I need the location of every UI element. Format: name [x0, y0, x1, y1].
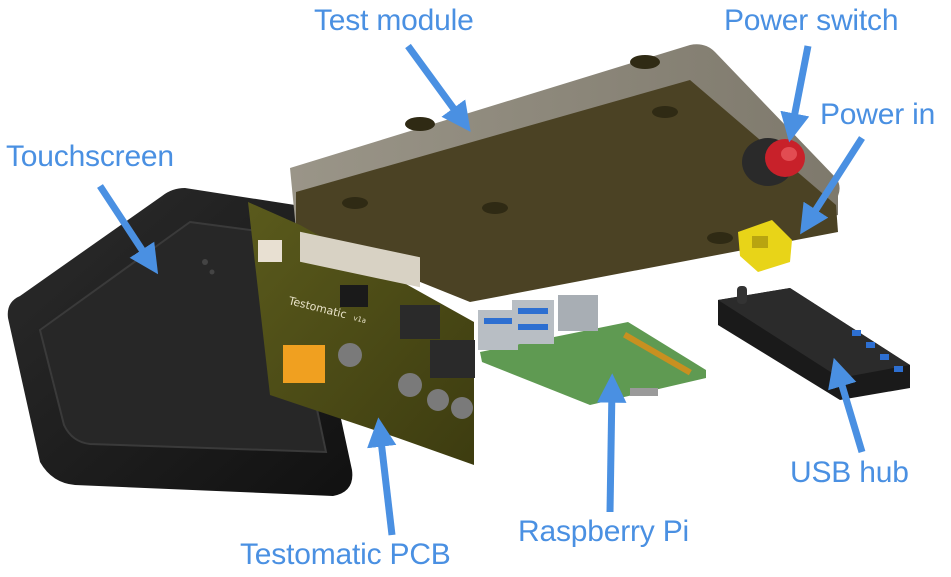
- raspberry-pi-part: [478, 295, 706, 405]
- label-test-module: Test module: [314, 4, 474, 37]
- arrow-icon: [597, 373, 627, 513]
- pcb-silkscreen-version: v1a: [353, 314, 367, 325]
- callout-arrows: [97, 43, 866, 536]
- arrow-icon: [800, 136, 865, 235]
- arrow-icon: [367, 417, 397, 536]
- label-power-in: Power in: [820, 98, 936, 131]
- label-usb-hub: USB hub: [790, 456, 909, 489]
- power-switch-part: [742, 138, 805, 186]
- arrow-icon: [97, 184, 159, 275]
- arrow-icon: [780, 45, 812, 143]
- test-module-enclosure: [290, 44, 840, 302]
- usb-hub-part: [718, 286, 910, 400]
- testomatic-pcb-part: Testomatic v1a: [248, 202, 475, 465]
- label-raspberry-pi: Raspberry Pi: [518, 515, 689, 548]
- power-in-connector: [738, 220, 792, 272]
- arrow-icon: [828, 357, 866, 454]
- label-touchscreen: Touchscreen: [6, 140, 174, 173]
- arrow-icon: [405, 43, 471, 132]
- label-testomatic-pcb: Testomatic PCB: [240, 538, 451, 571]
- label-power-switch: Power switch: [724, 4, 899, 37]
